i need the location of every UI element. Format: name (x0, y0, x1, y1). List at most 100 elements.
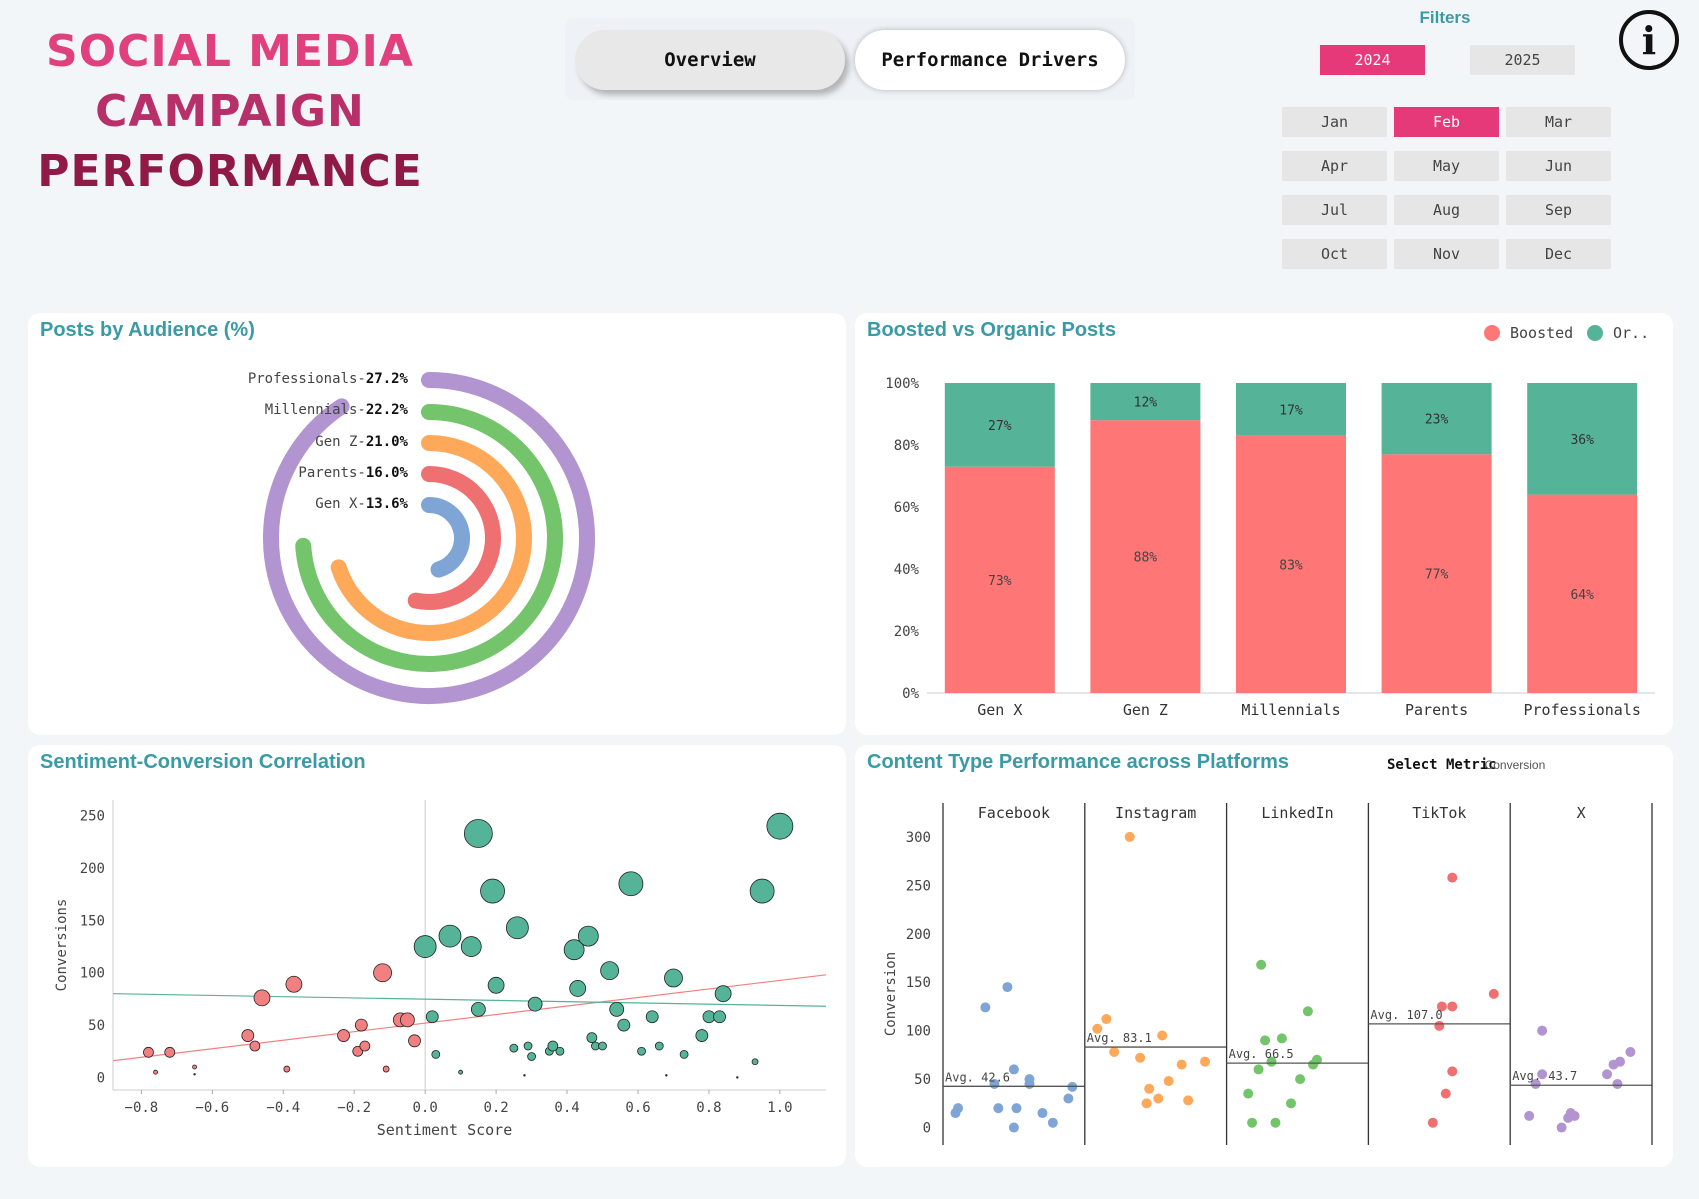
scatter-y-axis-title: Conversions (54, 899, 70, 992)
strip-point-linkedin (1256, 959, 1267, 970)
strip-y-tick-label: 150 (906, 975, 931, 991)
scatter-point-negative (164, 1046, 176, 1058)
month-button-apr[interactable]: Apr (1282, 151, 1387, 181)
strip-point-linkedin (1266, 1056, 1277, 1067)
dashboard-title: SOCIAL MEDIA CAMPAIGN PERFORMANCE (30, 22, 430, 202)
scatter-point-positive (645, 1010, 659, 1024)
strip-point-x (1615, 1056, 1626, 1067)
scatter-point-negative (253, 989, 271, 1007)
strip-point-x (1524, 1110, 1535, 1121)
strip-point-x (1537, 1025, 1548, 1036)
strip-point-facebook (1008, 1122, 1019, 1133)
scatter-point-positive (487, 976, 505, 994)
strip-point-instagram (1135, 1052, 1146, 1063)
tab-performance-drivers[interactable]: Performance Drivers (855, 30, 1125, 90)
year-button-2025[interactable]: 2025 (1470, 45, 1575, 75)
scatter-point-positive (563, 939, 585, 961)
strip-point-instagram (1200, 1056, 1211, 1067)
bar-organic-millennials (1236, 383, 1346, 436)
bar-organic-label: 12% (1134, 396, 1158, 411)
scatter-point-positive (470, 1001, 486, 1017)
scatter-point-negative (283, 1065, 291, 1073)
strip-point-instagram (1176, 1059, 1187, 1070)
strip-y-tick-label: 300 (906, 830, 931, 846)
scatter-point-positive (431, 1050, 441, 1059)
bar-organic-label: 23% (1425, 413, 1449, 428)
scatter-point-negative (143, 1046, 154, 1058)
strip-point-x (1625, 1046, 1636, 1057)
scatter-point-positive (679, 1050, 689, 1059)
bar-y-tick-label: 0% (902, 686, 919, 702)
strip-point-instagram (1141, 1098, 1152, 1109)
bar-boosted-gen-x (944, 466, 1055, 693)
strip-y-tick-label: 50 (914, 1072, 931, 1088)
scatter-point-positive (637, 1046, 646, 1056)
strip-point-tiktok (1440, 1088, 1451, 1099)
scatter-point-positive (713, 1010, 726, 1024)
bar-x-tick-label: Millennials (1241, 701, 1340, 719)
month-button-sep[interactable]: Sep (1506, 195, 1611, 225)
select-metric-value[interactable]: Conversion (1484, 758, 1546, 772)
scatter-point-negative (192, 1064, 197, 1070)
scatter-point-positive (654, 1041, 664, 1051)
scatter-x-axis-title: Sentiment Score (377, 1121, 512, 1139)
strip-y-tick-label: 250 (906, 878, 931, 894)
strip-point-linkedin (1270, 1117, 1281, 1128)
title-line-2: CAMPAIGN (95, 86, 365, 137)
radial-label-gen-x: Gen X-13.6% (315, 496, 408, 512)
month-button-jun[interactable]: Jun (1506, 151, 1611, 181)
strip-point-facebook (1037, 1108, 1048, 1119)
month-button-aug[interactable]: Aug (1394, 195, 1499, 225)
scatter-point-positive (751, 1058, 759, 1066)
year-button-2024[interactable]: 2024 (1320, 45, 1425, 75)
scatter-point-positive (586, 1032, 598, 1044)
strip-point-tiktok (1434, 1020, 1445, 1031)
scatter-point-negative (153, 1069, 158, 1075)
radial-bar-millennials (295, 404, 563, 672)
scatter-y-tick-label: 150 (80, 913, 105, 929)
scatter-point-positive (600, 961, 620, 981)
scatter-y-tick-label: 50 (88, 1018, 105, 1034)
month-button-dec[interactable]: Dec (1506, 239, 1611, 269)
scatter-x-tick-label: 0.0 (413, 1100, 438, 1116)
strip-y-axis-title: Conversion (883, 952, 899, 1036)
strip-point-linkedin (1253, 1064, 1264, 1075)
month-button-jul[interactable]: Jul (1282, 195, 1387, 225)
scatter-point-positive (702, 1010, 716, 1024)
scatter-point-positive (460, 936, 482, 957)
tab-overview[interactable]: Overview (575, 30, 845, 90)
strip-avg-label-tiktok: Avg. 107.0 (1370, 1008, 1442, 1022)
month-button-may[interactable]: May (1394, 151, 1499, 181)
strip-point-linkedin (1311, 1054, 1322, 1065)
scatter-point-positive (505, 916, 529, 940)
scatter-point-negative (337, 1029, 350, 1042)
month-button-nov[interactable]: Nov (1394, 239, 1499, 269)
strip-point-instagram (1124, 831, 1135, 842)
strip-point-facebook (1011, 1103, 1022, 1114)
info-icon[interactable]: i (1619, 10, 1679, 70)
scatter-point-tiny (665, 1074, 668, 1077)
scatter-point-positive (569, 980, 587, 997)
strip-point-linkedin (1295, 1074, 1306, 1085)
title-line-3: PERFORMANCE (37, 146, 423, 197)
strip-point-facebook (980, 1002, 991, 1013)
bar-organic-gen-x (944, 383, 1055, 467)
strip-point-instagram (1109, 1046, 1120, 1057)
scatter-x-tick-label: −0.4 (266, 1100, 300, 1116)
month-button-mar[interactable]: Mar (1506, 107, 1611, 137)
content-type-card: Content Type Performance across Platform… (855, 745, 1673, 1167)
select-metric[interactable]: Select Metric Conversion (1387, 757, 1545, 773)
strip-point-facebook (993, 1103, 1004, 1114)
scatter-y-tick-label: 250 (80, 809, 105, 825)
month-button-oct[interactable]: Oct (1282, 239, 1387, 269)
bar-x-tick-label: Professionals (1523, 701, 1640, 719)
filters-label: Filters (1419, 8, 1471, 27)
month-button-jan[interactable]: Jan (1282, 107, 1387, 137)
strip-point-facebook (1047, 1117, 1058, 1128)
strip-panel-title-tiktok: TikTok (1412, 804, 1466, 822)
scatter-point-positive (413, 935, 437, 958)
scatter-point-tiny (736, 1076, 739, 1079)
radial-label-parents: Parents-16.0% (298, 465, 408, 481)
month-button-feb[interactable]: Feb (1394, 107, 1499, 137)
bar-boosted-label: 88% (1134, 551, 1158, 566)
